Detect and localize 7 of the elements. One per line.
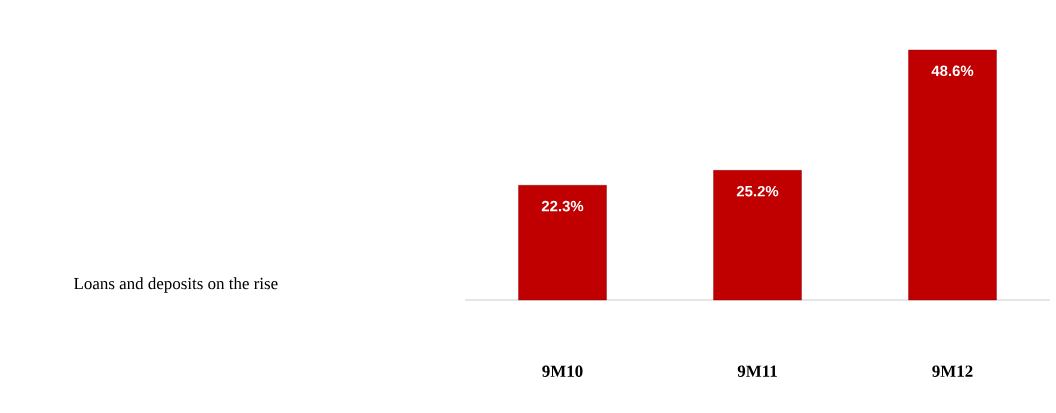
x-tick-label: 9M10 <box>542 365 583 377</box>
data-label: 22.3% <box>541 200 584 212</box>
data-label: 25.2% <box>736 185 779 197</box>
data-label: 48.6% <box>931 65 974 77</box>
text: Loans and deposits on the rise <box>74 277 278 293</box>
x-tick-label: 9M11 <box>737 365 777 377</box>
x-tick-label: 9M12 <box>932 365 973 377</box>
